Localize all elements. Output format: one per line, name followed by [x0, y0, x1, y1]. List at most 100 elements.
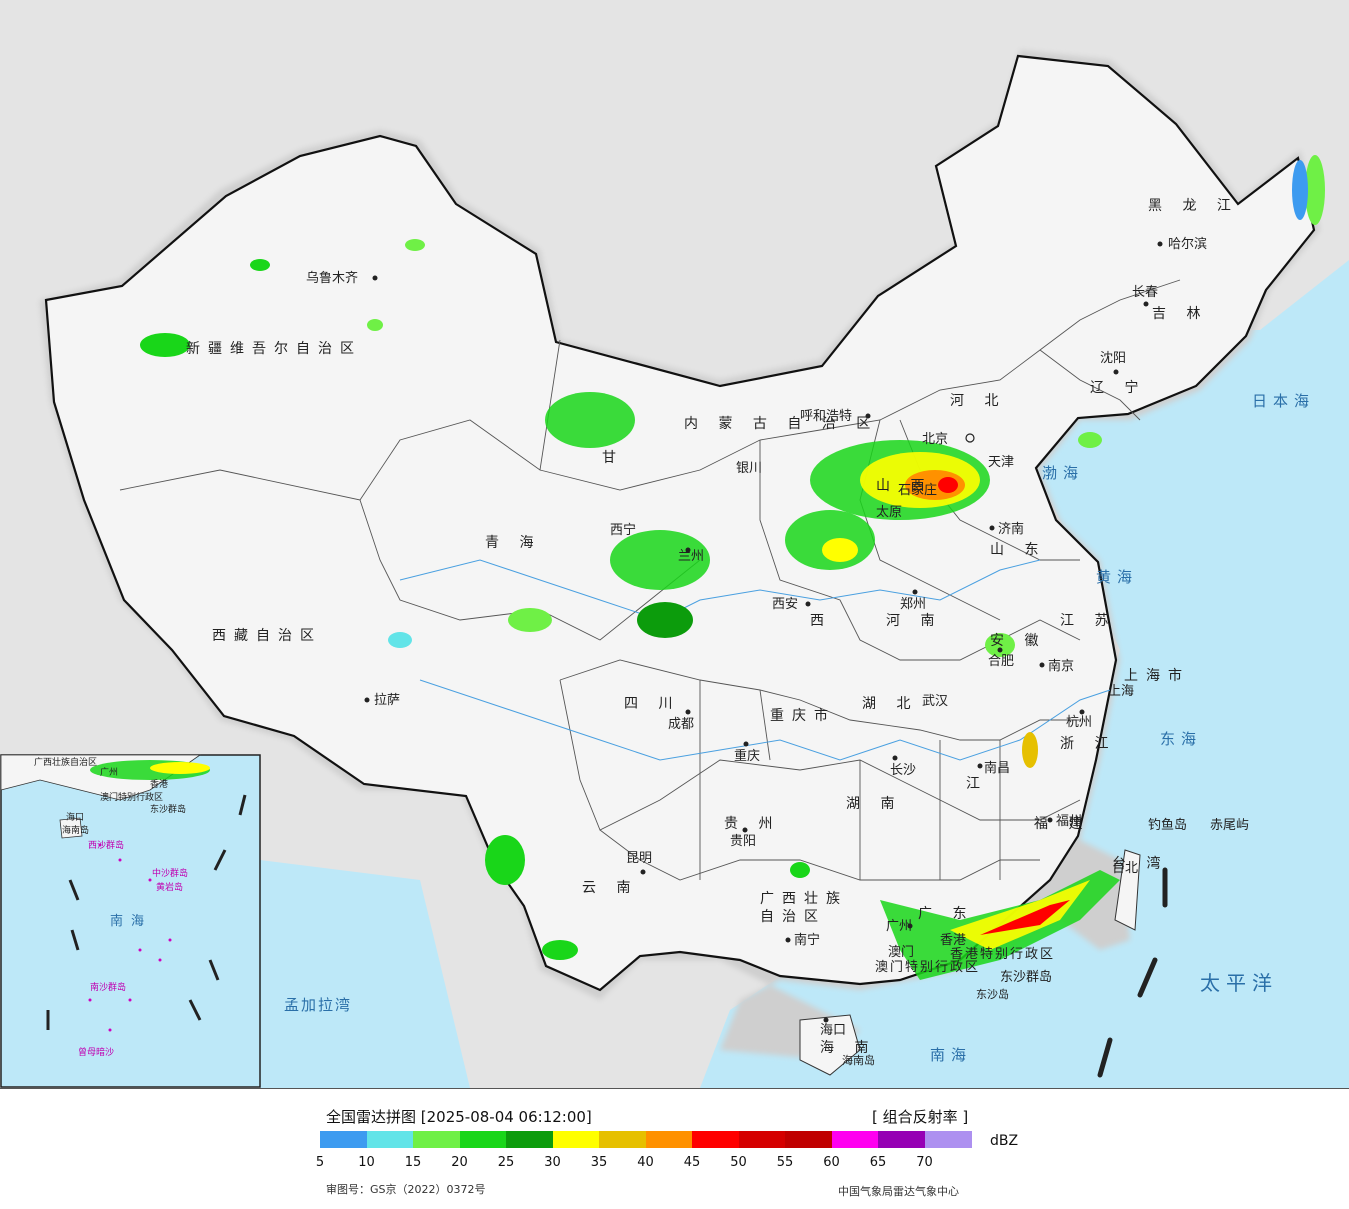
echo-south-china-coast — [880, 870, 1120, 980]
city-guangzhou: 广州 — [886, 919, 912, 934]
city-hohhot: 呼和浩特 — [800, 409, 852, 424]
city-haikou: 海口 — [820, 1023, 846, 1038]
city-macau: 澳门 — [888, 944, 914, 960]
city-labels: 乌鲁木齐 拉萨 西宁 兰州 银川 呼和浩特 北京 天津 石家庄 太原 济南 郑州… — [306, 236, 1207, 1038]
inset-macau: 澳门特别行政区 — [100, 791, 163, 803]
taiwan-island — [1114, 849, 1141, 931]
radar-map[interactable]: 新疆维吾尔自治区 西藏自治区 青 海 甘 内 蒙 古 自 治 区 黑 龙 江 吉… — [0, 0, 1349, 1088]
colorbar-swatch — [831, 1131, 879, 1148]
colorbar-swatch — [692, 1131, 739, 1148]
label-guangdong: 广 东 — [918, 906, 974, 922]
label-macau: 澳门特别行政区 — [875, 959, 980, 975]
city-shanghai: 上海 — [1108, 684, 1134, 699]
colorbar-tick: 15 — [404, 1155, 422, 1170]
colorbar-swatch — [785, 1131, 832, 1148]
sea-bengal: 孟加拉湾 — [284, 996, 352, 1014]
city-nanchang: 南昌 — [984, 760, 1010, 776]
map-title: 全国雷达拼图 [2025-08-04 06:12:00] — [326, 1108, 592, 1126]
province-boundaries — [119, 279, 1181, 881]
sea-bohai: 渤海 — [1042, 464, 1084, 482]
colorbar-swatch — [599, 1131, 646, 1148]
city-taipei: 台北 — [1112, 861, 1138, 876]
label-xizang: 西藏自治区 — [212, 628, 322, 644]
inset-haikou: 海口 — [66, 811, 84, 823]
city-zhengzhou: 郑州 — [900, 597, 926, 612]
colorbar-tick: 20 — [451, 1155, 468, 1170]
city-guiyang: 贵阳 — [730, 834, 756, 849]
label-chongqing: 重庆市 — [770, 707, 836, 724]
city-chengdu: 成都 — [668, 717, 694, 732]
city-harbin: 哈尔滨 — [1168, 236, 1207, 252]
city-fuzhou: 福州 — [1056, 814, 1082, 829]
colorbar-swatch — [320, 1131, 367, 1148]
label-hunan: 湖 南 — [846, 796, 902, 812]
sea-east: 东海 — [1160, 730, 1202, 748]
label-shaanxi: 西 — [810, 613, 832, 629]
sea-labels: 日本海 渤海 黄海 东海 南海 太平洋 孟加拉湾 东沙群岛 钓鱼岛 赤尾屿 海南… — [284, 392, 1315, 1067]
inset-nanhai: 南海 — [110, 913, 152, 929]
colorbar-swatch — [878, 1131, 925, 1148]
legend-panel: 全国雷达拼图 [2025-08-04 06:12:00] [ 组合反射率 ] d… — [0, 1088, 1349, 1209]
sea-yellow: 黄海 — [1096, 568, 1138, 586]
city-beijing: 北京 — [922, 432, 948, 447]
colorbar-swatch — [924, 1131, 972, 1148]
city-wuhan: 武汉 — [922, 694, 948, 709]
label-heilongjiang: 黑 龙 江 — [1148, 198, 1239, 214]
colorbar-tick: 5 — [315, 1155, 325, 1170]
label-shandong: 山 东 — [990, 542, 1046, 558]
city-xining: 西宁 — [610, 522, 636, 538]
label-shanghai: 上海市 — [1124, 667, 1190, 684]
echo-misc — [388, 155, 1325, 960]
inset-xisha: 西沙群岛 — [88, 839, 124, 851]
colorbar-tick: 40 — [637, 1155, 654, 1170]
label-liaoning: 辽 宁 — [1090, 379, 1146, 396]
label-hk: 香港特别行政区 — [950, 947, 1055, 962]
inset-hainan: 海南岛 — [62, 824, 89, 836]
colorbar-tick: 25 — [497, 1155, 515, 1170]
inset-map: 广西壮族自治区 广州 澳门特别行政区 香港 东沙群岛 海口 海南岛 西沙群岛 中… — [0, 754, 261, 1088]
label-neimenggu: 内 蒙 古 自 治 区 — [684, 416, 878, 432]
colorbar-tick: 35 — [590, 1155, 608, 1170]
agency-name: 中国气象局雷达气象中心 — [838, 1185, 959, 1198]
city-shijiazhuang: 石家庄 — [898, 482, 937, 498]
label-guangxi: 广西壮族 — [760, 891, 848, 907]
label-sichuan: 四 川 — [624, 696, 680, 712]
colorbar-swatch — [413, 1131, 460, 1148]
sea-area — [700, 260, 1349, 1088]
city-shenyang: 沈阳 — [1100, 351, 1126, 366]
city-hongkong: 香港 — [940, 933, 966, 948]
city-hangzhou: 杭州 — [1066, 715, 1092, 730]
label-yunnan: 云 南 — [582, 880, 638, 896]
inset-zhongsha: 中沙群岛 — [152, 867, 188, 879]
colorbar-tick: 60 — [823, 1155, 840, 1170]
inset-dongsha: 东沙群岛 — [150, 803, 186, 815]
audit-number: 审图号：GS京（2022）0372号 — [326, 1183, 486, 1196]
label-gansu: 甘 — [602, 450, 624, 466]
label-jiangsu: 江 苏 — [1060, 613, 1116, 629]
city-taiyuan: 太原 — [876, 505, 902, 520]
inset-hk: 香港 — [150, 778, 168, 790]
city-nanjing: 南京 — [1048, 658, 1074, 674]
island-dongsha-dot: 东沙岛 — [976, 987, 1009, 1001]
china-land — [44, 54, 1316, 992]
label-jilin: 吉 林 — [1152, 306, 1208, 322]
city-changsha: 长沙 — [890, 763, 916, 778]
label-taiwan: 台 湾 — [1112, 855, 1168, 872]
province-labels: 新疆维吾尔自治区 西藏自治区 青 海 甘 内 蒙 古 自 治 区 黑 龙 江 吉… — [186, 198, 1239, 1056]
colorbar-swatch — [645, 1131, 693, 1148]
label-guangxi2: 自治区 — [760, 909, 826, 925]
colorbar-swatch — [552, 1131, 600, 1148]
radar-echoes — [140, 155, 1325, 980]
city-urumqi: 乌鲁木齐 — [306, 270, 358, 286]
echo-gansu — [508, 392, 710, 638]
unit-label: dBZ — [990, 1133, 1019, 1149]
colorbar-tick: 55 — [776, 1155, 794, 1170]
colorbar-swatch — [459, 1131, 507, 1148]
sea-japan: 日本海 — [1252, 392, 1315, 410]
bay-of-bengal — [260, 860, 470, 1088]
city-jinan: 济南 — [998, 521, 1024, 537]
city-changchun: 长春 — [1132, 285, 1158, 300]
nine-dash-line — [1097, 867, 1168, 1078]
label-hubei: 湖 北 — [862, 696, 918, 712]
colorbar-tick: 65 — [869, 1155, 887, 1170]
